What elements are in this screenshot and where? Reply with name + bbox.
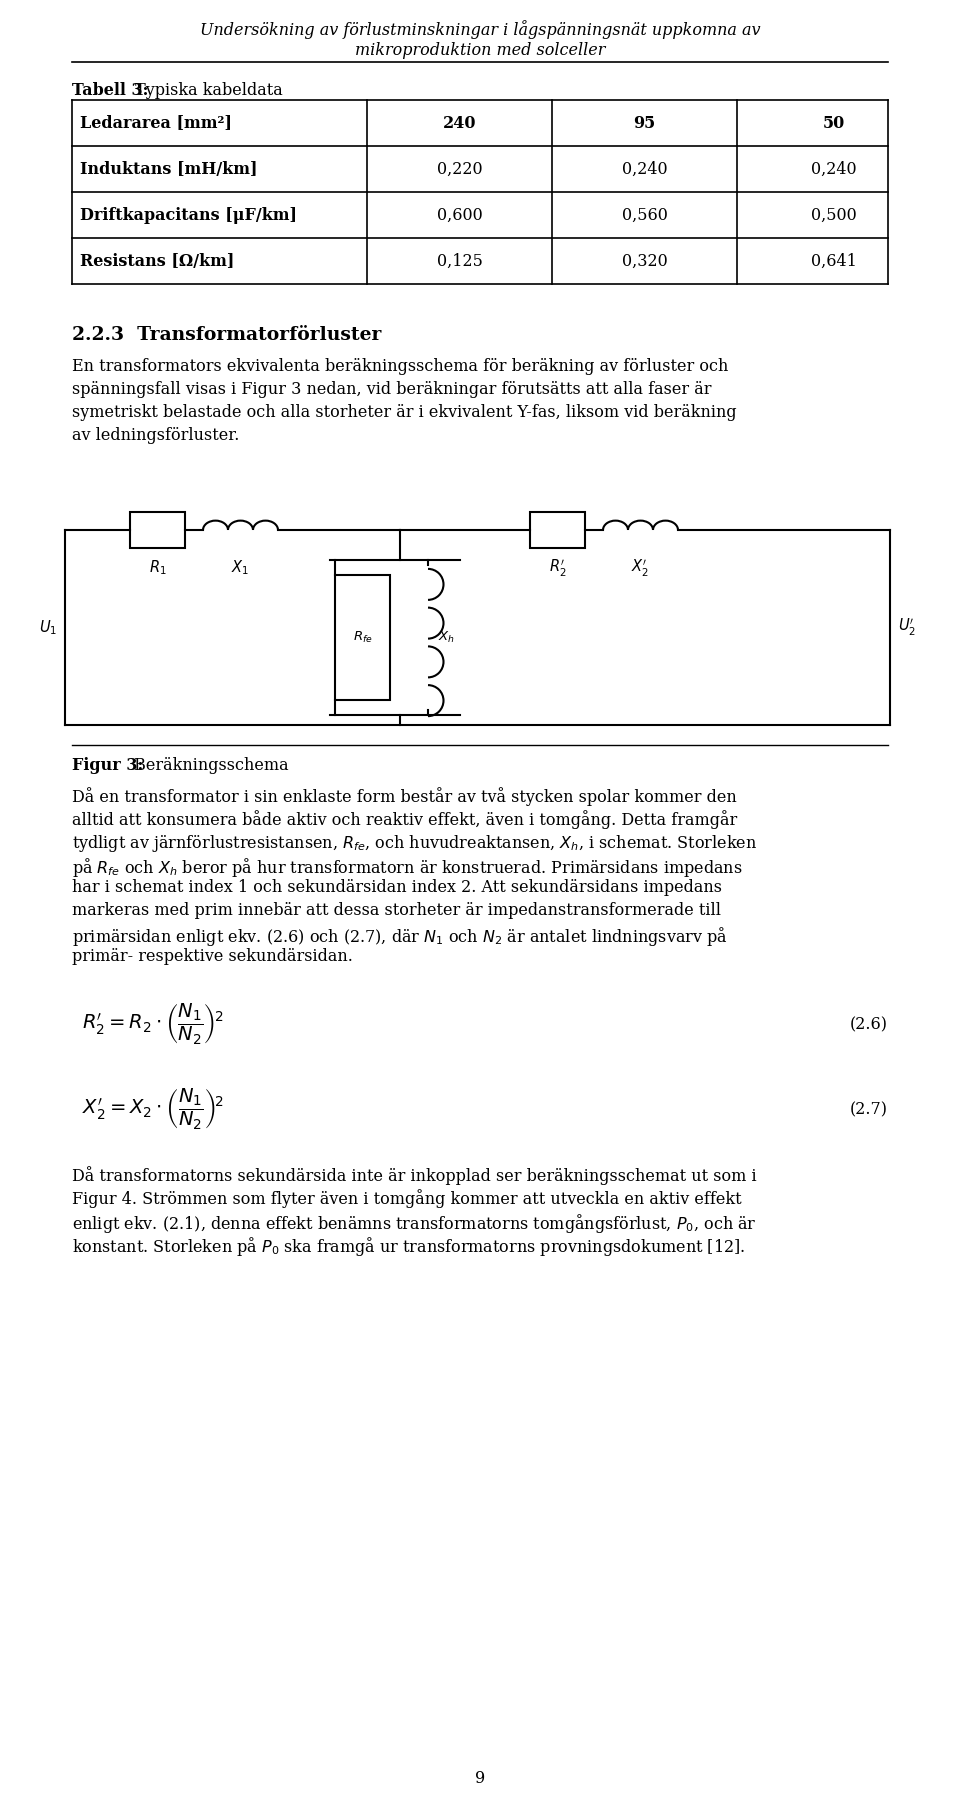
- Text: 0,240: 0,240: [622, 160, 667, 178]
- Text: tydligt av järnförlustresistansen, $R_{fe}$, och huvudreaktansen, $X_h$, i schem: tydligt av järnförlustresistansen, $R_{f…: [72, 832, 757, 854]
- Text: $R_{fe}$: $R_{fe}$: [352, 630, 372, 646]
- Text: primärsidan enligt ekv. (2.6) och (2.7), där $N_1$ och $N_2$ är antalet lindning: primärsidan enligt ekv. (2.6) och (2.7),…: [72, 926, 728, 947]
- Text: $X_h$: $X_h$: [438, 630, 454, 646]
- Text: 9: 9: [475, 1771, 485, 1787]
- Text: Figur 3:: Figur 3:: [72, 757, 143, 773]
- Text: 240: 240: [443, 115, 476, 131]
- Text: Driftkapacitans [μF/km]: Driftkapacitans [μF/km]: [80, 206, 297, 224]
- Text: $X_2'$: $X_2'$: [632, 558, 650, 579]
- Text: markeras med prim innebär att dessa storheter är impedanstransformerade till: markeras med prim innebär att dessa stor…: [72, 902, 721, 919]
- Text: enligt ekv. (2.1), denna effekt benämns transformatorns tomgångsförlust, $P_0$, : enligt ekv. (2.1), denna effekt benämns …: [72, 1213, 756, 1234]
- Text: Då transformatorns sekundärsida inte är inkopplad ser beräkningsschemat ut som i: Då transformatorns sekundärsida inte är …: [72, 1166, 756, 1184]
- Text: 0,641: 0,641: [810, 253, 856, 269]
- Bar: [530, 511, 585, 547]
- Text: Resistans [Ω/km]: Resistans [Ω/km]: [80, 253, 234, 269]
- Bar: [130, 511, 185, 547]
- Text: konstant. Storleken på $P_0$ ska framgå ur transformatorns provningsdokument [12: konstant. Storleken på $P_0$ ska framgå …: [72, 1234, 745, 1258]
- Text: 0,560: 0,560: [621, 206, 667, 224]
- Text: har i schemat index 1 och sekundärsidan index 2. Att sekundärsidans impedans: har i schemat index 1 och sekundärsidan …: [72, 879, 722, 895]
- Text: Beräkningsschema: Beräkningsschema: [129, 757, 289, 773]
- Text: $R_1$: $R_1$: [149, 558, 166, 576]
- Text: 0,320: 0,320: [622, 253, 667, 269]
- Text: $R_2'$: $R_2'$: [549, 558, 566, 579]
- Bar: [335, 576, 390, 700]
- Text: 0,600: 0,600: [437, 206, 482, 224]
- Text: Induktans [mH/km]: Induktans [mH/km]: [80, 160, 257, 178]
- Text: Undersökning av förlustminskningar i lågspänningsnät uppkomna av: Undersökning av förlustminskningar i låg…: [200, 20, 760, 39]
- Text: $X_1$: $X_1$: [231, 558, 250, 576]
- Text: 0,500: 0,500: [810, 206, 856, 224]
- Text: (2.6): (2.6): [850, 1015, 888, 1033]
- Text: En transformators ekvivalenta beräkningsschema för beräkning av förluster och: En transformators ekvivalenta beräknings…: [72, 359, 729, 375]
- Text: 0,220: 0,220: [437, 160, 482, 178]
- Text: Typiska kabeldata: Typiska kabeldata: [130, 83, 283, 99]
- Text: Ledararea [mm²]: Ledararea [mm²]: [80, 115, 232, 131]
- Text: Figur 4. Strömmen som flyter även i tomgång kommer att utveckla en aktiv effekt: Figur 4. Strömmen som flyter även i tomg…: [72, 1189, 742, 1207]
- Text: 2.2.3  Transformatorförluster: 2.2.3 Transformatorförluster: [72, 327, 381, 344]
- Text: Då en transformator i sin enklaste form består av två stycken spolar kommer den: Då en transformator i sin enklaste form …: [72, 788, 736, 806]
- Text: 95: 95: [634, 115, 656, 131]
- Text: 0,125: 0,125: [437, 253, 483, 269]
- Text: Tabell 3:: Tabell 3:: [72, 83, 149, 99]
- Text: $R_2' = R_2 \cdot \left(\dfrac{N_1}{N_2}\right)^{\!2}$: $R_2' = R_2 \cdot \left(\dfrac{N_1}{N_2}…: [82, 1001, 224, 1046]
- Text: $U_1$: $U_1$: [38, 619, 57, 637]
- Text: $U_2'$: $U_2'$: [898, 617, 916, 639]
- Text: av ledningsförluster.: av ledningsförluster.: [72, 427, 239, 443]
- Text: spänningsfall visas i Figur 3 nedan, vid beräkningar förutsätts att alla faser ä: spänningsfall visas i Figur 3 nedan, vid…: [72, 380, 711, 398]
- Text: 50: 50: [823, 115, 845, 131]
- Text: $X_2' = X_2 \cdot \left(\dfrac{N_1}{N_2}\right)^{\!2}$: $X_2' = X_2 \cdot \left(\dfrac{N_1}{N_2}…: [82, 1085, 224, 1130]
- Text: (2.7): (2.7): [850, 1102, 888, 1118]
- Text: symetriskt belastade och alla storheter är i ekvivalent Y-fas, liksom vid beräkn: symetriskt belastade och alla storheter …: [72, 404, 736, 422]
- Text: på $R_{fe}$ och $X_h$ beror på hur transformatorn är konstruerad. Primärsidans i: på $R_{fe}$ och $X_h$ beror på hur trans…: [72, 856, 743, 879]
- Text: alltid att konsumera både aktiv och reaktiv effekt, även i tomgång. Detta framgå: alltid att konsumera både aktiv och reak…: [72, 811, 737, 829]
- Text: mikroproduktion med solceller: mikroproduktion med solceller: [355, 41, 605, 59]
- Text: primär- respektive sekundärsidan.: primär- respektive sekundärsidan.: [72, 947, 353, 965]
- Text: 0,240: 0,240: [810, 160, 856, 178]
